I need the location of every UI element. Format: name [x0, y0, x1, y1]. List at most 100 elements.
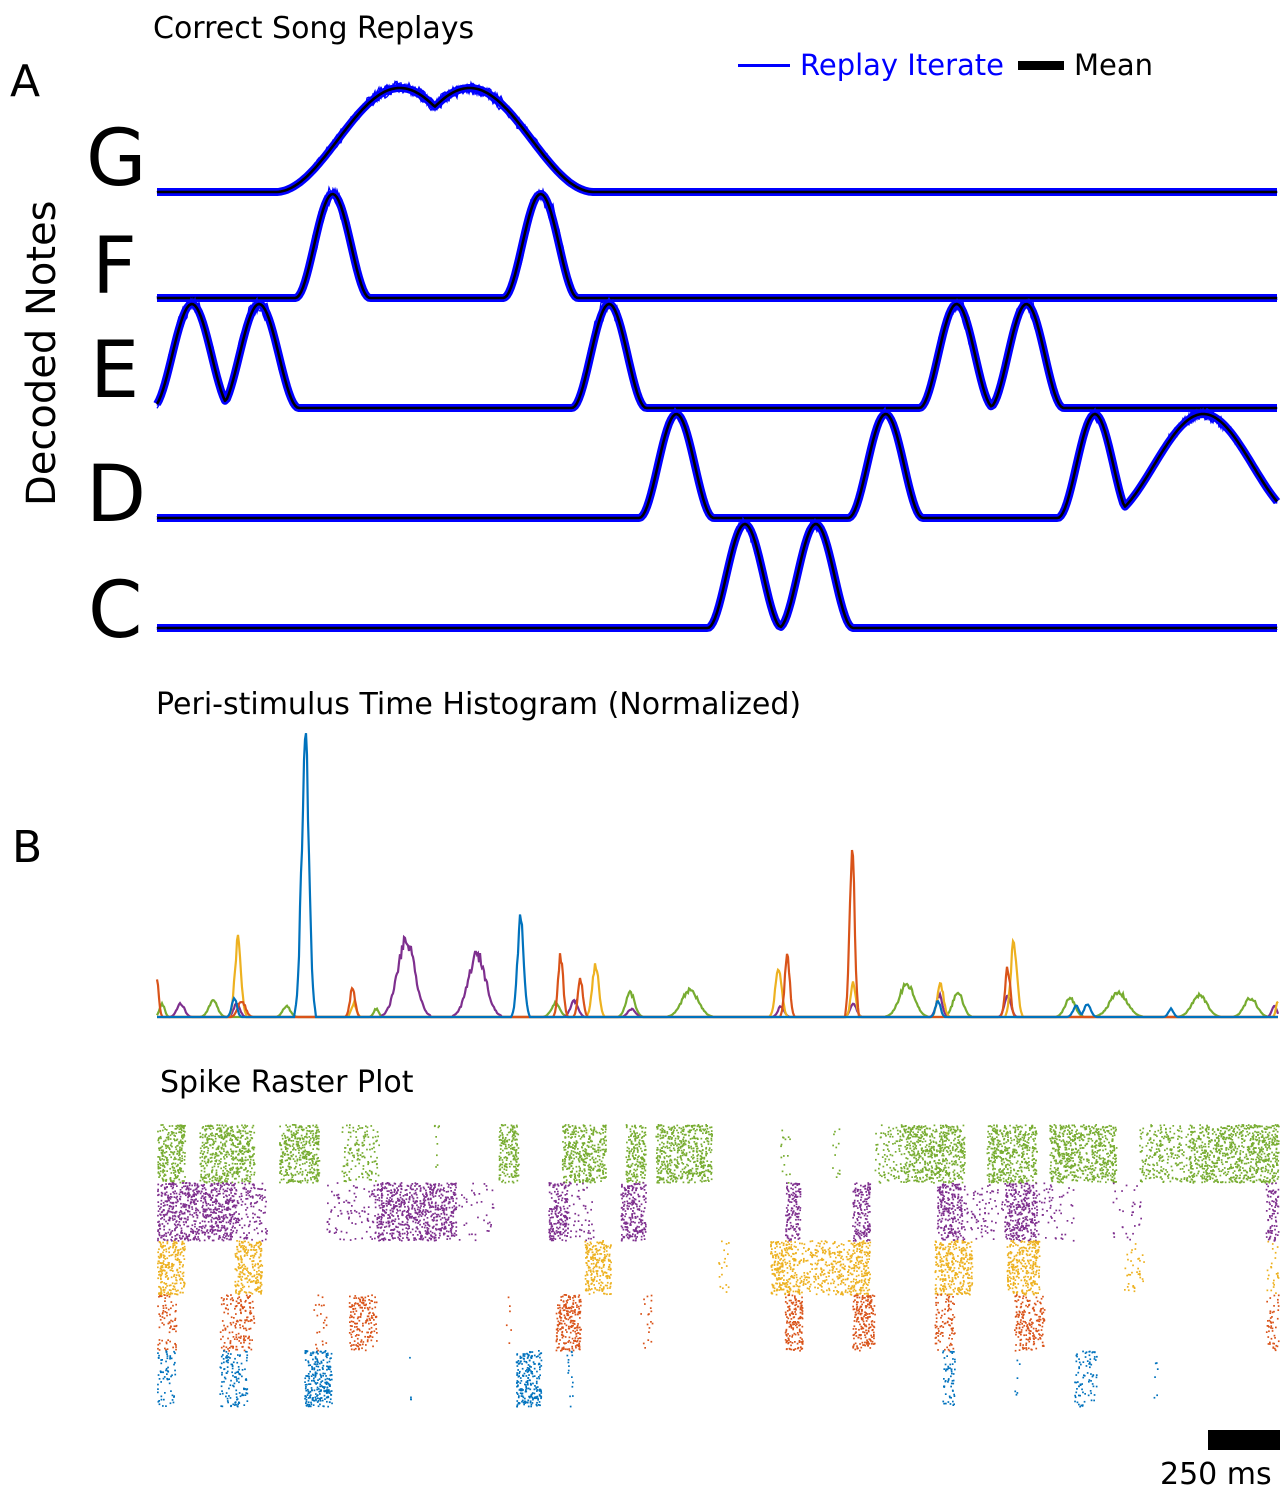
spike-dot: [1080, 1159, 1082, 1162]
spike-dot: [921, 1180, 923, 1183]
spike-dot: [1261, 1150, 1264, 1153]
spike-dot: [905, 1178, 908, 1181]
spike-dot: [991, 1161, 994, 1164]
spike-dot: [1253, 1167, 1255, 1170]
spike-dot: [707, 1165, 709, 1168]
spike-dot: [692, 1150, 695, 1153]
spike-dot: [1087, 1133, 1090, 1136]
spike-dot: [515, 1154, 517, 1157]
replays-legend: Replay Iterate Mean: [738, 48, 1153, 82]
spike-dot: [210, 1134, 213, 1137]
spike-dot: [589, 1136, 591, 1138]
spike-dot: [587, 1164, 590, 1167]
spike-dot: [1053, 1172, 1056, 1174]
spike-dot: [210, 1125, 213, 1127]
spike-dot: [666, 1160, 668, 1163]
spike-dot: [573, 1145, 576, 1147]
spike-dot: [634, 1169, 637, 1172]
spike-dot: [209, 1161, 212, 1163]
spike-dot: [590, 1166, 592, 1168]
spike-dot: [357, 1154, 359, 1157]
spike-dot: [915, 1161, 918, 1164]
spike-dot: [592, 1130, 595, 1133]
spike-dot: [897, 1133, 899, 1135]
spike-dot: [1104, 1158, 1106, 1161]
spike-dot: [933, 1153, 936, 1156]
spike-dot: [1049, 1171, 1052, 1174]
spike-dot: [170, 1142, 173, 1144]
spike-dot: [1096, 1150, 1099, 1152]
spike-dot: [305, 1133, 308, 1136]
spike-dot: [579, 1180, 581, 1183]
spike-dot: [1186, 1178, 1188, 1181]
spike-dot: [308, 1158, 310, 1161]
spike-dot: [944, 1164, 946, 1167]
spike-dot: [583, 1135, 586, 1138]
spike-dot: [1058, 1136, 1060, 1138]
spike-dot: [600, 1160, 603, 1163]
spike-dot: [221, 1152, 223, 1155]
spike-dot: [245, 1174, 248, 1177]
spike-dot: [1089, 1132, 1092, 1135]
spike-dot: [282, 1178, 285, 1181]
spike-dot: [943, 1160, 946, 1162]
spike-dot: [992, 1179, 995, 1182]
spike-dot: [212, 1134, 214, 1137]
spike-dot: [988, 1173, 991, 1175]
spike-dot: [1268, 1131, 1271, 1134]
spike-dot: [361, 1144, 364, 1147]
spike-dot: [945, 1157, 947, 1160]
spike-dot: [670, 1129, 673, 1131]
spike-dot: [182, 1151, 184, 1154]
spike-dot: [246, 1151, 249, 1153]
spike-dot: [631, 1180, 634, 1182]
spike-dot: [1178, 1130, 1180, 1132]
spike-dot: [670, 1172, 673, 1174]
spike-dot: [706, 1127, 709, 1130]
spike-dot: [1055, 1133, 1057, 1135]
spike-dot: [681, 1168, 684, 1171]
spike-dot: [1112, 1145, 1115, 1148]
spike-dot: [1054, 1170, 1057, 1173]
spike-dot: [949, 1129, 952, 1132]
spike-dot: [1173, 1146, 1175, 1148]
spike-dot: [668, 1128, 671, 1131]
spike-dot: [316, 1180, 319, 1183]
spike-dot: [247, 1158, 249, 1161]
spike-dot: [664, 1152, 667, 1154]
spike-dot: [680, 1159, 683, 1161]
spike-dot: [513, 1146, 516, 1149]
spike-dot: [286, 1150, 288, 1153]
spike-dot: [932, 1177, 934, 1180]
spike-dot: [920, 1136, 923, 1138]
spike-dot: [685, 1153, 688, 1155]
spike-dot: [284, 1146, 287, 1148]
spike-dot: [1010, 1169, 1012, 1172]
spike-dot: [1255, 1136, 1257, 1138]
spike-dot: [1097, 1133, 1100, 1135]
spike-dot: [597, 1164, 599, 1167]
spike-dot: [1071, 1152, 1073, 1154]
spike-dot: [687, 1181, 689, 1184]
spike-dot: [628, 1152, 631, 1155]
spike-dot: [223, 1166, 225, 1169]
spike-dot: [637, 1149, 639, 1152]
spike-dot: [289, 1145, 292, 1148]
spike-dot: [636, 1168, 638, 1171]
spike-dot: [664, 1165, 667, 1167]
spike-dot: [992, 1165, 994, 1167]
spike-dot: [511, 1127, 514, 1129]
spike-dot: [501, 1181, 503, 1183]
spike-dot: [315, 1174, 318, 1176]
spike-dot: [875, 1144, 878, 1146]
spike-dot: [959, 1156, 961, 1159]
spike-dot: [574, 1181, 576, 1183]
spike-dot: [245, 1167, 247, 1170]
spike-dot: [358, 1162, 360, 1165]
spike-dot: [1007, 1132, 1009, 1134]
spike-dot: [681, 1133, 684, 1135]
spike-dot: [933, 1160, 936, 1162]
spike-dot: [996, 1177, 999, 1179]
spike-dot: [959, 1165, 962, 1167]
spike-dot: [1026, 1165, 1029, 1168]
